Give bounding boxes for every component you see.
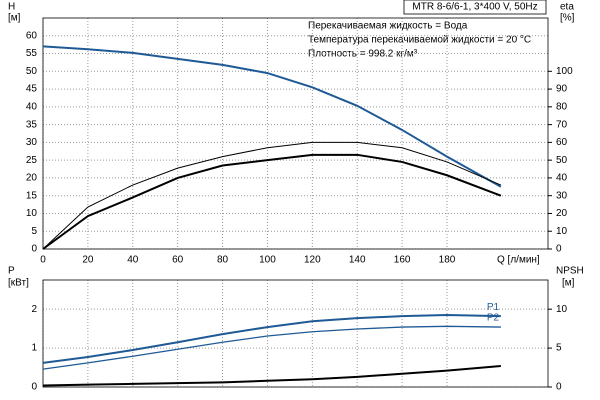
y-tick-label: 1 <box>31 343 37 354</box>
y2-tick-label: 10 <box>556 226 568 237</box>
y2-tick-label: 70 <box>556 119 568 130</box>
x-tick-label: 140 <box>349 255 366 266</box>
y-tick-label: 2 <box>31 304 37 315</box>
curve <box>42 45 502 188</box>
annotation: Плотность = 998.2 кг/м³ <box>308 49 418 60</box>
curve <box>42 364 501 387</box>
x-tick-label: 40 <box>127 255 139 266</box>
y-tick-label: 60 <box>26 30 38 41</box>
y2-tick-label: 90 <box>556 84 568 95</box>
y2-tick-label: 10 <box>556 304 568 315</box>
curve <box>42 141 502 250</box>
y-tick-label: 25 <box>26 155 38 166</box>
curve <box>42 153 502 250</box>
y-tick-label: 15 <box>26 190 38 201</box>
y-tick-label: 20 <box>26 173 38 184</box>
y-tick-label: 10 <box>26 208 38 219</box>
y-axis-unit: [кВт] <box>8 278 29 289</box>
x-tick-label: 80 <box>217 255 229 266</box>
y2-tick-label: 30 <box>556 190 568 201</box>
y2-tick-label: 40 <box>556 173 568 184</box>
y-tick-label: 0 <box>31 244 37 255</box>
annotation: Температура перекачиваемой жидкости = 20… <box>308 35 531 46</box>
y2-tick-label: 0 <box>556 244 562 255</box>
y2-tick-label: 50 <box>556 155 568 166</box>
y-tick-label: 45 <box>26 84 38 95</box>
curve <box>42 325 501 370</box>
y-tick-label: 50 <box>26 66 38 77</box>
plot-frame <box>42 279 549 388</box>
annotation: Перекачиваемая жидкость = Вода <box>308 21 468 32</box>
y-tick-label: 35 <box>26 119 38 130</box>
y2-tick-label: 100 <box>556 66 573 77</box>
x-tick-label: 120 <box>304 255 321 266</box>
x-tick-label: 100 <box>259 255 276 266</box>
title-box <box>403 0 547 15</box>
x-tick-label: 20 <box>82 255 94 266</box>
y-tick-label: 30 <box>26 137 38 148</box>
series-label: P1 <box>487 302 500 313</box>
y-axis-unit: [м] <box>8 13 21 24</box>
x-tick-label: 60 <box>172 255 184 266</box>
x-tick-label: 180 <box>439 255 456 266</box>
y2-tick-label: 80 <box>556 101 568 112</box>
y-tick-label: 5 <box>31 226 37 237</box>
y2-axis-label: NPSH <box>556 266 584 277</box>
y-axis-label: P <box>8 266 15 277</box>
y2-tick-label: 60 <box>556 137 568 148</box>
y-tick-label: 40 <box>26 101 38 112</box>
plot-frame <box>42 17 549 250</box>
y2-tick-label: 20 <box>556 208 568 219</box>
series-label: P2 <box>487 313 500 324</box>
x-tick-label: 0 <box>40 255 46 266</box>
x-tick-label: 160 <box>394 255 411 266</box>
y-tick-label: 0 <box>31 382 37 393</box>
y2-tick-label: 0 <box>556 382 562 393</box>
x-axis-label: Q [л/мин] <box>497 255 540 266</box>
curve <box>42 314 501 364</box>
y-axis-label: H <box>8 2 15 13</box>
y2-axis-label: eta <box>560 2 574 13</box>
y-tick-label: 55 <box>26 48 38 59</box>
y2-axis-unit: [%] <box>560 13 575 24</box>
chart-title: MTR 8-6/6-1, 3*400 V, 50Hz <box>412 2 537 13</box>
y2-axis-unit: [м] <box>562 278 575 289</box>
y2-tick-label: 5 <box>556 343 562 354</box>
